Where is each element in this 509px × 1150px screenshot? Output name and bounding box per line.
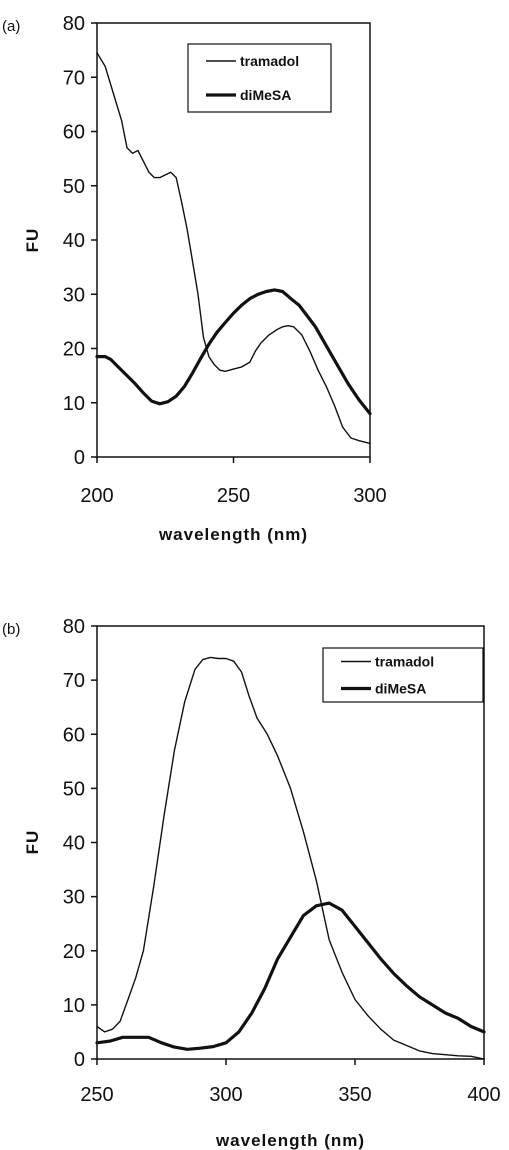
series-line-tramadol — [96, 656, 485, 1060]
y-tick-label: 70 — [63, 67, 85, 89]
legend-entry-tramadol: tramadol — [375, 654, 434, 670]
chart-panel-a: 0 10 20 30 40 50 60 70 80 200 250 300 wavelength (nm… — [2, 13, 387, 544]
x-tick-label: 200 — [80, 485, 113, 507]
legend-box — [187, 43, 332, 113]
x-tick-label: 400 — [467, 1084, 500, 1106]
y-tick-label: 50 — [63, 176, 85, 198]
legend-box — [322, 647, 484, 703]
y-tick-label: 0 — [74, 447, 85, 469]
y-tick-label: 0 — [74, 1049, 85, 1071]
panel-label: (a) — [2, 18, 20, 35]
y-axis-label: FU — [23, 228, 42, 253]
legend-entry-dimesa: diMeSA — [375, 681, 426, 697]
y-tick-label: 40 — [63, 833, 85, 855]
x-tick-label: 250 — [80, 1084, 113, 1106]
y-tick-label: 30 — [63, 284, 85, 306]
x-tick-label: 300 — [353, 485, 386, 507]
series-line-dimesa — [95, 288, 372, 416]
y-tick-label: 30 — [63, 887, 85, 909]
y-tick-label: 10 — [63, 995, 85, 1017]
panel-label: (b) — [2, 621, 20, 638]
y-tick-label: 10 — [63, 393, 85, 415]
y-tick-label: 20 — [63, 941, 85, 963]
legend-entry-tramadol: tramadol — [240, 53, 299, 69]
y-tick-label: 40 — [63, 230, 85, 252]
x-tick-label: 350 — [338, 1084, 371, 1106]
y-tick-label: 20 — [63, 339, 85, 361]
y-tick-label: 60 — [63, 724, 85, 746]
y-axis-label: FU — [23, 830, 42, 855]
series-line-dimesa — [95, 901, 486, 1051]
x-tick-label: 300 — [209, 1084, 242, 1106]
y-tick-label: 60 — [63, 122, 85, 144]
y-tick-label: 80 — [63, 616, 85, 638]
series-line-tramadol — [96, 52, 371, 445]
y-tick-label: 80 — [63, 13, 85, 35]
legend-entry-dimesa: diMeSA — [240, 87, 291, 103]
chart-panel-b: 0 10 20 30 40 50 60 70 80 250 300 350 400 wavelength … — [2, 616, 501, 1150]
x-tick-label: 250 — [217, 485, 250, 507]
y-tick-label: 70 — [63, 670, 85, 692]
x-axis-label: wavelength (nm) — [215, 1131, 365, 1150]
x-axis-label: wavelength (nm) — [158, 525, 308, 544]
y-tick-label: 50 — [63, 778, 85, 800]
